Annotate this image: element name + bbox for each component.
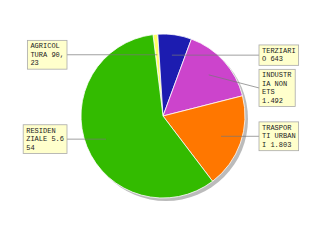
label-box	[23, 125, 67, 154]
pie-slice	[81, 35, 213, 198]
slice-label-text: TERZIARIO 643	[262, 47, 296, 63]
leader-line	[172, 55, 259, 56]
chart: AGRICOLTURA 90,23 TERZIARIO 643 INDUSTRIA …	[0, 0, 326, 231]
slice-label: TERZIARIO 643	[259, 45, 299, 65]
slice-label-text: TRASPORTI URBANI 1.803	[262, 124, 296, 149]
slice-label: RESIDENZIALE 5.654	[23, 125, 67, 154]
slice-label: INDUSTRIA NONETS1.492	[259, 69, 295, 106]
label-box	[259, 69, 295, 106]
leader-line	[67, 54, 157, 55]
label-box	[259, 122, 299, 151]
slice-label: AGRICOLTURA 90,23	[27, 40, 67, 69]
leader-lines	[67, 55, 259, 139]
pie	[81, 34, 245, 198]
leader-line	[67, 139, 106, 140]
label-box	[259, 45, 299, 65]
slice-label-text: INDUSTRIA NONETS1.492	[262, 71, 292, 104]
label-box	[27, 40, 67, 69]
labels: AGRICOLTURA 90,23 TERZIARIO 643 INDUSTRIA …	[23, 40, 298, 153]
slice-label: TRASPORTI URBANI 1.803	[259, 122, 299, 151]
slice-label-text: RESIDENZIALE 5.654	[26, 127, 64, 152]
leader-line	[209, 75, 259, 88]
slice-label-text: AGRICOLTURA 90,23	[30, 42, 64, 67]
leader-line	[221, 136, 259, 137]
